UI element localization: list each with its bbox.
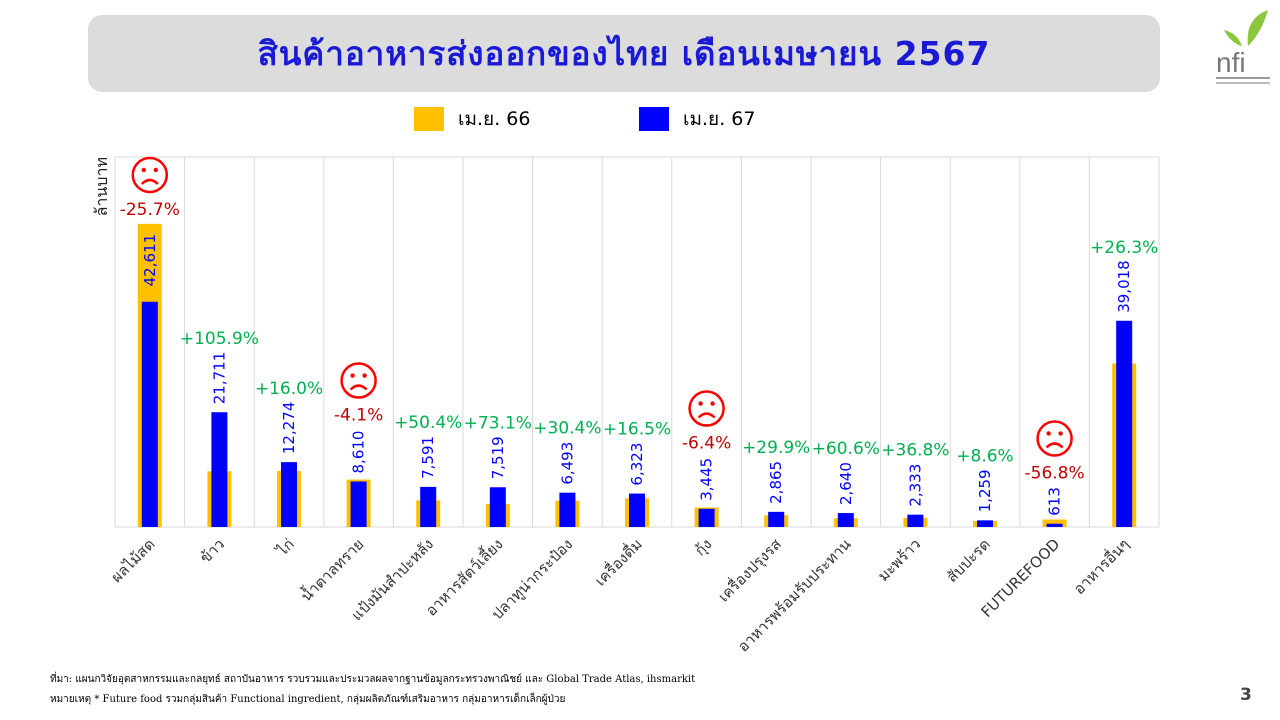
bar-2024 [837,513,854,527]
sad-face-icon [340,362,377,399]
sad-face-eye [141,167,146,173]
percent-change-label: +30.4% [533,419,601,439]
sad-face-eye [710,401,715,406]
percent-change-label: -6.4% [682,434,731,454]
nfi-logo: nfi [1216,10,1270,84]
legend-item-2024: เม.ย. 67 [639,106,755,132]
category-label: มะพร้าว [874,535,924,585]
sad-face-mouth [140,178,159,185]
bar-2024 [1046,523,1063,527]
value-label: 21,711 [210,352,228,405]
category-label: ไก่ [273,535,298,560]
page-title: สินค้าอาหารส่งออกของไทย เดือนเมษายน 2567 [257,34,991,73]
percent-change-label: +16.5% [603,420,671,440]
page-number: 3 [1240,685,1252,705]
sad-face-eye [362,373,367,378]
bar-2024 [489,487,506,527]
leaf-icon [1247,10,1268,46]
leaf-icon [1224,30,1242,46]
value-label: 12,274 [280,402,298,455]
legend-label-2024: เม.ย. 67 [683,108,756,130]
category-label: กุ้ง [691,535,716,560]
sad-face-eye [1046,431,1051,436]
sad-face-icon [688,390,725,427]
value-label: 1,259 [976,469,994,512]
legend-label-2023: เม.ย. 66 [458,108,531,130]
sad-face-icon [1036,420,1073,457]
sad-face-icon [131,156,169,194]
percent-change-label: +8.6% [956,446,1013,466]
value-label: 7,591 [419,436,437,479]
logo-tagline [1216,82,1270,84]
bar-2024 [420,486,437,527]
category-label: ข้าว [196,535,228,567]
footnote-note: หมายเหตุ * Future food รวมกลุ่มสินค้า Fu… [50,694,566,705]
category-label: ผลไม้สด [107,535,158,586]
legend-item-2023: เม.ย. 66 [414,106,530,132]
sad-face-eye [698,401,703,406]
logo-tagline [1216,77,1270,79]
sad-face-mouth [1045,442,1064,449]
legend-swatch-2024 [639,107,669,131]
bar-2024 [977,520,993,527]
bar-2024 [281,462,297,527]
bar-2024 [768,511,785,527]
sad-face-eye [1058,431,1063,436]
bar-2024 [141,301,158,527]
category-label: อาหารอื่นๆ [1069,534,1133,598]
bar-2024 [559,492,576,527]
sad-face-eye [153,167,158,173]
bar-2023 [1042,519,1067,527]
percent-change-label: +105.9% [180,329,259,349]
y-axis-label: ล้านบาท [92,157,111,216]
value-label: 42,611 [141,234,159,287]
value-label: 2,865 [767,461,785,504]
value-label: 2,640 [837,462,855,505]
sad-face-mouth [349,384,368,391]
bar-2024 [629,493,645,527]
value-label: 39,018 [1115,260,1133,313]
percent-change-label: +50.4% [394,413,462,433]
value-label: 7,519 [489,436,507,479]
bar-2024 [1116,320,1133,527]
bar-2024 [907,514,924,527]
percent-change-label: -4.1% [334,406,383,426]
category-label: เครื่องปรุงรส [713,534,786,607]
value-label: 3,445 [698,458,716,501]
footnote-source: ที่มา: แผนกวิจัยอุตสาหกรรมและกลยุทธ์ สถา… [50,674,696,685]
category-label: สับปะรด [943,535,994,586]
bar-2024 [211,412,228,527]
value-label: 6,493 [558,442,576,485]
value-label: 8,610 [350,431,368,474]
percent-change-label: +73.1% [464,413,532,433]
title-banner: สินค้าอาหารส่งออกของไทย เดือนเมษายน 2567 [88,15,1160,92]
value-label: 6,323 [628,443,646,486]
percent-change-label: +26.3% [1090,238,1158,258]
percent-change-label: -25.7% [120,200,180,220]
category-label: อาหารพร้อมรับประทาน [734,535,855,656]
logo-text: nfi [1216,47,1246,78]
percent-change-label: +29.9% [742,438,810,458]
legend-swatch-2023 [414,107,444,131]
category-label: เครื่องดื่ม [590,534,646,590]
percent-change-label: +36.8% [881,441,949,461]
sad-face-eye [350,373,355,378]
bar-2024 [698,508,715,527]
bar-2024 [350,481,367,527]
percent-change-label: -56.8% [1025,464,1085,484]
value-label: 2,333 [906,464,924,507]
sad-face-mouth [697,412,716,419]
value-label: 613 [1046,487,1064,516]
percent-change-label: +16.0% [255,379,323,399]
percent-change-label: +60.6% [812,439,880,459]
category-label: น้ำตาลทราย [296,534,368,606]
